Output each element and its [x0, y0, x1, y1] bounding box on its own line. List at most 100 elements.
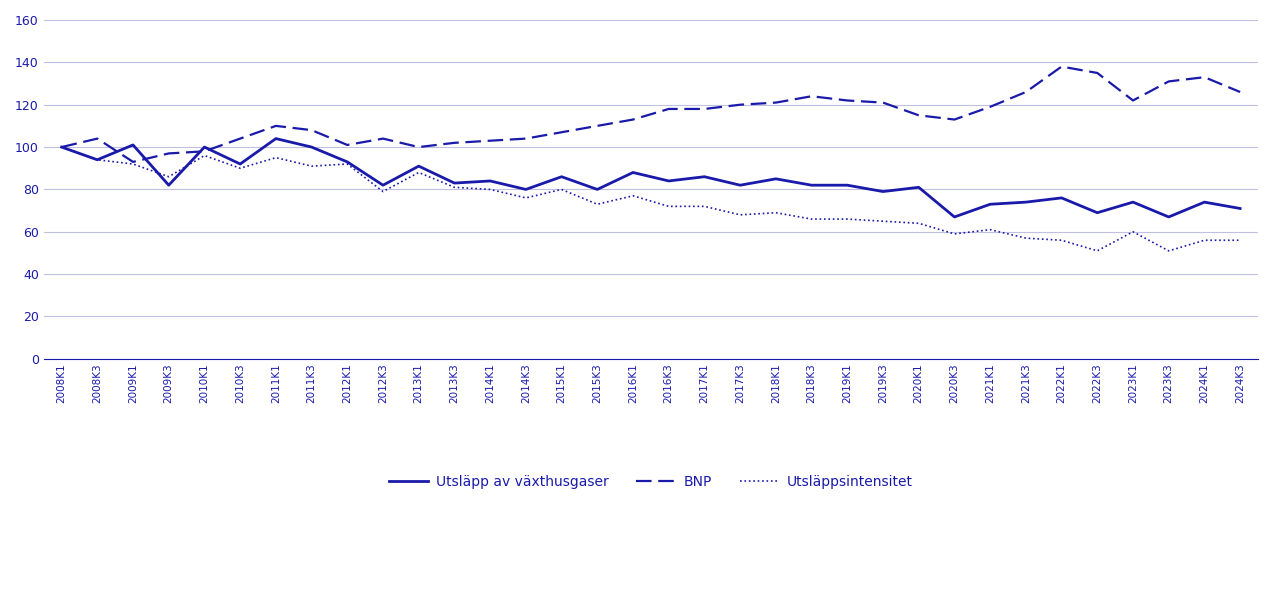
Utsläppsintensitet — [340, 161, 355, 168]
Line: Utsläppsintensitet: Utsläppsintensitet — [61, 147, 1240, 251]
BNP — [732, 101, 747, 108]
Utsläpp av växthusgaser — [732, 181, 747, 189]
Utsläpp av växthusgaser — [911, 184, 927, 191]
Utsläppsintensitet — [805, 215, 820, 223]
Utsläpp av växthusgaser — [768, 175, 783, 183]
BNP — [340, 141, 355, 149]
Utsläpp av växthusgaser — [1161, 213, 1176, 221]
BNP — [947, 116, 962, 123]
Utsläpp av växthusgaser — [376, 181, 391, 189]
Utsläppsintensitet — [411, 169, 426, 176]
Utsläppsintensitet — [625, 192, 640, 199]
BNP — [805, 92, 820, 100]
BNP — [482, 137, 498, 145]
Utsläpp av växthusgaser — [947, 213, 962, 221]
Utsläpp av växthusgaser — [696, 173, 712, 180]
Utsläppsintensitet — [482, 186, 498, 193]
BNP — [1054, 63, 1069, 70]
Utsläppsintensitet — [947, 230, 962, 237]
BNP — [983, 103, 998, 111]
Utsläpp av växthusgaser — [554, 173, 569, 180]
Utsläppsintensitet — [1054, 237, 1069, 244]
Utsläpp av växthusgaser — [447, 180, 462, 187]
Utsläppsintensitet — [197, 152, 213, 159]
Utsläpp av växthusgaser — [411, 162, 426, 170]
Utsläppsintensitet — [696, 203, 712, 210]
BNP — [411, 143, 426, 151]
Line: BNP: BNP — [61, 66, 1240, 162]
BNP — [447, 139, 462, 146]
Utsläpp av växthusgaser — [197, 143, 213, 151]
Utsläpp av växthusgaser — [304, 143, 320, 151]
Utsläppsintensitet — [983, 226, 998, 233]
BNP — [625, 116, 640, 123]
Utsläpp av växthusgaser — [1090, 209, 1105, 216]
Utsläppsintensitet — [554, 186, 569, 193]
Utsläppsintensitet — [53, 143, 69, 151]
BNP — [197, 148, 213, 155]
Utsläpp av växthusgaser — [589, 186, 605, 193]
BNP — [125, 158, 140, 165]
Legend: Utsläpp av växthusgaser, BNP, Utsläppsintensitet: Utsläpp av växthusgaser, BNP, Utsläppsin… — [383, 469, 919, 494]
BNP — [589, 122, 605, 130]
BNP — [554, 129, 569, 136]
Utsläpp av växthusgaser — [518, 186, 533, 193]
Utsläpp av växthusgaser — [1018, 199, 1034, 206]
Utsläppsintensitet — [162, 173, 177, 180]
Utsläpp av växthusgaser — [661, 177, 676, 184]
Utsläppsintensitet — [1125, 228, 1141, 236]
Utsläppsintensitet — [876, 218, 891, 225]
Utsläpp av växthusgaser — [89, 156, 104, 164]
Utsläppsintensitet — [233, 165, 248, 172]
Utsläppsintensitet — [269, 154, 284, 161]
Utsläpp av växthusgaser — [876, 188, 891, 195]
Utsläppsintensitet — [518, 194, 533, 202]
Utsläppsintensitet — [840, 215, 855, 223]
Utsläpp av växthusgaser — [269, 135, 284, 142]
Utsläpp av växthusgaser — [1232, 205, 1248, 212]
BNP — [89, 135, 104, 142]
Utsläppsintensitet — [304, 162, 320, 170]
Utsläpp av växthusgaser — [482, 177, 498, 184]
BNP — [1232, 89, 1248, 96]
BNP — [162, 149, 177, 157]
BNP — [876, 99, 891, 106]
BNP — [1090, 69, 1105, 77]
Utsläpp av växthusgaser — [125, 141, 140, 149]
Utsläpp av växthusgaser — [1125, 199, 1141, 206]
Utsläppsintensitet — [911, 220, 927, 227]
BNP — [53, 143, 69, 151]
BNP — [696, 105, 712, 113]
Utsläppsintensitet — [732, 211, 747, 218]
Utsläppsintensitet — [125, 161, 140, 168]
Utsläpp av växthusgaser — [162, 181, 177, 189]
Utsläppsintensitet — [1018, 234, 1034, 242]
Utsläppsintensitet — [768, 209, 783, 216]
BNP — [1197, 73, 1212, 81]
Utsläppsintensitet — [447, 184, 462, 191]
BNP — [269, 122, 284, 130]
Utsläppsintensitet — [1161, 247, 1176, 255]
BNP — [376, 135, 391, 142]
Utsläpp av växthusgaser — [1197, 199, 1212, 206]
BNP — [1018, 89, 1034, 96]
Line: Utsläpp av växthusgaser: Utsläpp av växthusgaser — [61, 138, 1240, 217]
Utsläpp av växthusgaser — [840, 181, 855, 189]
BNP — [304, 127, 320, 134]
BNP — [233, 135, 248, 142]
Utsläppsintensitet — [89, 156, 104, 164]
BNP — [911, 111, 927, 119]
Utsläpp av växthusgaser — [983, 200, 998, 208]
Utsläppsintensitet — [1090, 247, 1105, 255]
BNP — [518, 135, 533, 142]
Utsläppsintensitet — [589, 200, 605, 208]
Utsläpp av växthusgaser — [625, 169, 640, 176]
Utsläpp av växthusgaser — [340, 158, 355, 165]
Utsläppsintensitet — [1197, 237, 1212, 244]
Utsläpp av växthusgaser — [233, 161, 248, 168]
Utsläpp av växthusgaser — [805, 181, 820, 189]
BNP — [1161, 77, 1176, 85]
Utsläppsintensitet — [376, 188, 391, 195]
Utsläppsintensitet — [661, 203, 676, 210]
Utsläppsintensitet — [1232, 237, 1248, 244]
